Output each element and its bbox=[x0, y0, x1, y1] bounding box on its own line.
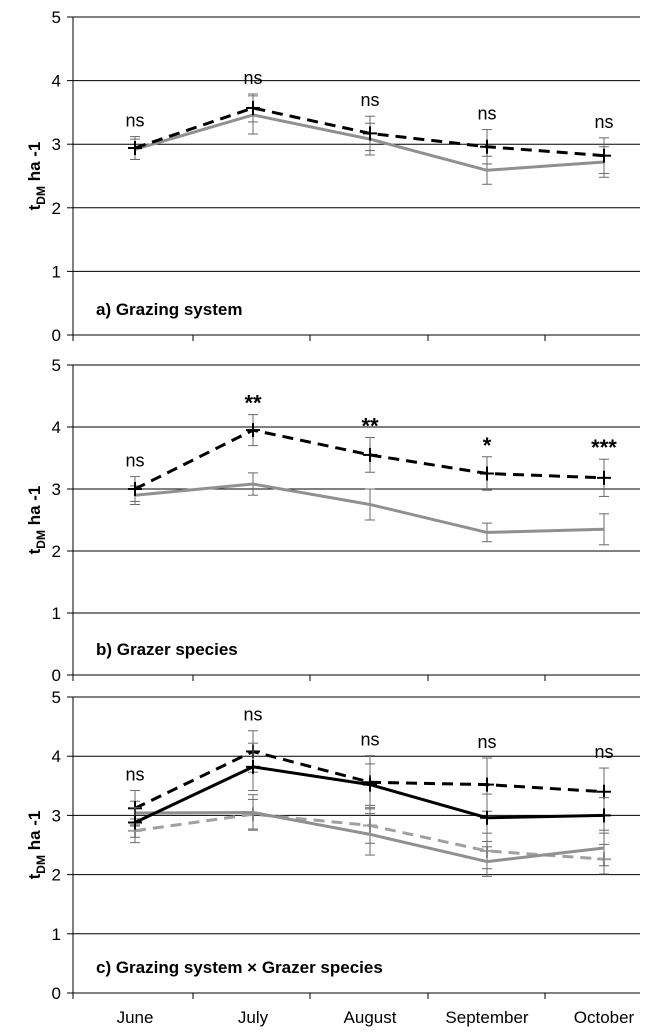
y-tick-label: 2 bbox=[52, 199, 61, 218]
series-1 bbox=[128, 414, 611, 502]
significance-label: ns bbox=[243, 68, 262, 88]
chart-panel-1: 0 1 2 3 4 5 tDM ha -1 ns ns ns ns ns a) Grazing syst… bbox=[25, 8, 640, 345]
y-axis-label-unit: ha -1 bbox=[25, 486, 44, 530]
significance-label: ns bbox=[594, 112, 613, 132]
significance-label: ns bbox=[477, 104, 496, 124]
significance-label: ns bbox=[125, 451, 144, 471]
significance-label: ns bbox=[594, 742, 613, 762]
series-2 bbox=[130, 472, 609, 546]
series-line bbox=[134, 810, 605, 864]
y-axis-label-unit: ha -1 bbox=[25, 142, 44, 186]
significance-label: ns bbox=[243, 705, 262, 725]
y-tick-label: 0 bbox=[52, 326, 61, 345]
significance-label: ns bbox=[477, 732, 496, 752]
y-axis-label-subscript: DM bbox=[34, 530, 48, 549]
panel-title: c) Grazing system × Grazer species bbox=[96, 958, 383, 977]
y-tick-label: 3 bbox=[52, 806, 61, 825]
panel-title: b) Grazer species bbox=[96, 640, 238, 659]
y-tick-label: 5 bbox=[52, 688, 61, 707]
series-2 bbox=[128, 742, 611, 842]
y-tick-label: 4 bbox=[52, 747, 61, 766]
significance-label: ns bbox=[125, 765, 144, 785]
y-tick-label: 0 bbox=[52, 666, 61, 685]
significance-label: ** bbox=[361, 414, 379, 439]
y-tick-label: 3 bbox=[52, 480, 61, 499]
significance-label: ns bbox=[125, 111, 144, 131]
y-tick-label: 0 bbox=[52, 984, 61, 1003]
x-tick-label: September bbox=[445, 1008, 528, 1027]
y-tick-label: 2 bbox=[52, 866, 61, 885]
y-axis-label-main: t bbox=[25, 548, 44, 554]
y-axis-label-subscript: DM bbox=[34, 186, 48, 205]
y-tick-label: 1 bbox=[52, 925, 61, 944]
series-line bbox=[134, 482, 605, 534]
x-tick-label: July bbox=[238, 1008, 269, 1027]
x-tick-label: June bbox=[117, 1008, 154, 1027]
y-tick-label: 1 bbox=[52, 262, 61, 281]
y-axis-label-subscript: DM bbox=[34, 855, 48, 874]
y-tick-label: 5 bbox=[52, 8, 61, 27]
panel-title: a) Grazing system bbox=[96, 300, 242, 319]
significance-label: ns bbox=[360, 90, 379, 110]
significance-label: ns bbox=[360, 730, 379, 750]
significance-label: ** bbox=[244, 391, 262, 416]
y-axis-label-main: t bbox=[25, 873, 44, 879]
y-tick-label: 1 bbox=[52, 604, 61, 623]
x-tick-label: August bbox=[344, 1008, 397, 1027]
series-1 bbox=[128, 93, 611, 174]
y-axis-label: tDM ha -1 bbox=[25, 811, 48, 880]
significance-label: *** bbox=[591, 435, 617, 460]
x-tick-label: October bbox=[574, 1008, 635, 1027]
y-tick-label: 4 bbox=[52, 418, 61, 437]
series-4 bbox=[130, 794, 609, 877]
chart-panel-3: 0 1 2 3 4 5 tDM ha -1 ns ns ns ns ns c) Grazing syst… bbox=[25, 688, 640, 1003]
y-axis-label-main: t bbox=[25, 204, 44, 210]
y-axis-label: tDM ha -1 bbox=[25, 142, 48, 211]
y-axis-label-unit: ha -1 bbox=[25, 811, 44, 855]
y-axis-label: tDM ha -1 bbox=[25, 486, 48, 555]
y-tick-label: 5 bbox=[52, 356, 61, 375]
y-tick-label: 2 bbox=[52, 542, 61, 561]
significance-label: * bbox=[483, 433, 492, 458]
y-tick-label: 3 bbox=[52, 135, 61, 154]
y-tick-label: 4 bbox=[52, 72, 61, 91]
